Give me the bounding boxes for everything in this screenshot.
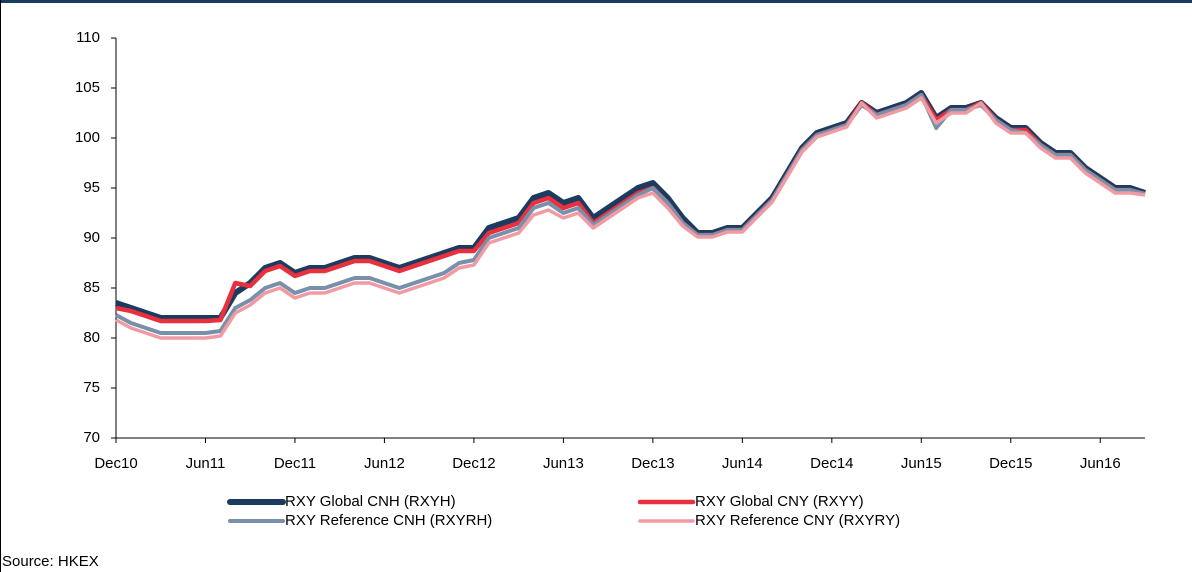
x-tick-label: Jun16 [1080, 455, 1121, 472]
y-tick-label: 70 [83, 429, 100, 446]
y-tick-label: 75 [83, 379, 100, 396]
x-tick-label: Dec14 [810, 455, 853, 472]
y-tick-label: 100 [75, 129, 100, 146]
x-tick-label: Dec12 [452, 455, 495, 472]
y-tick-label: 80 [83, 329, 100, 346]
source-note: Source: HKEX [2, 553, 99, 570]
x-tick-label: Dec15 [989, 455, 1032, 472]
x-tick-label: Jun11 [186, 455, 226, 472]
x-tick-label: Jun12 [364, 455, 405, 472]
legend-label: RXY Reference CNY (RXYRY) [695, 512, 900, 529]
x-tick-label: Jun14 [722, 455, 763, 472]
y-tick-label: 110 [76, 29, 100, 46]
legend-label: RXY Reference CNH (RXYRH) [285, 512, 492, 529]
y-tick-label: 95 [83, 179, 100, 196]
y-tick-label: 90 [83, 229, 100, 246]
y-tick-label: 105 [75, 79, 100, 96]
legend-label: RXY Global CNH (RXYH) [285, 493, 456, 510]
x-tick-label: Jun15 [901, 455, 942, 472]
x-tick-label: Dec13 [631, 455, 674, 472]
series-line [115, 96, 1146, 340]
legend-label: RXY Global CNY (RXYY) [695, 493, 864, 510]
x-tick-label: Dec10 [94, 455, 137, 472]
x-tick-label: Dec11 [274, 455, 316, 472]
y-tick-label: 85 [83, 279, 100, 296]
x-tick-label: Jun13 [543, 455, 584, 472]
